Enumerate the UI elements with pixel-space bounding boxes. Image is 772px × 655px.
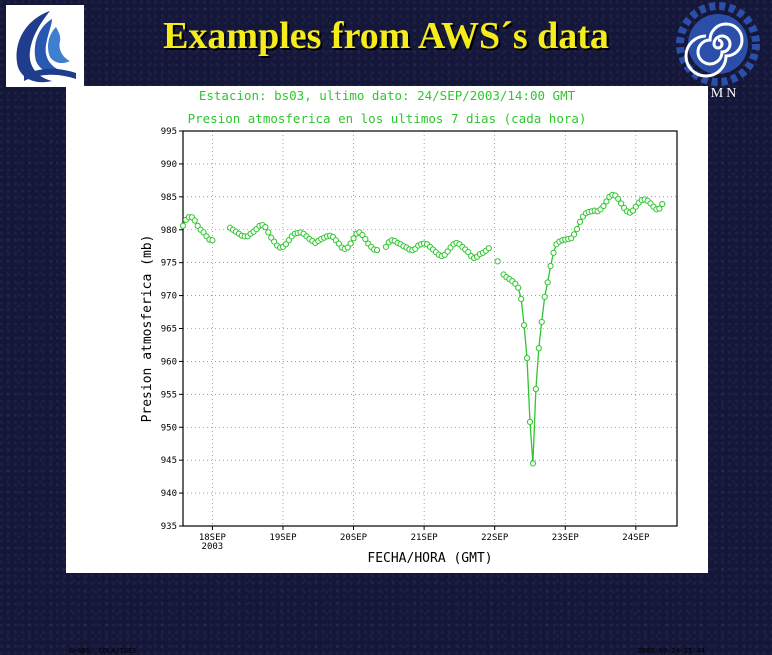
smn-spiral-logo: SMN: [670, 2, 766, 102]
data-point: [518, 295, 525, 302]
x-tick-label: 22SEP: [481, 533, 509, 543]
x-tick-label: 18SEP: [199, 533, 227, 543]
data-point: [282, 241, 290, 248]
y-axis-label: Presion atmosferica (mb): [140, 235, 155, 423]
data-point: [209, 237, 216, 244]
data-point: [547, 262, 554, 270]
data-point: [494, 258, 501, 265]
render-timestamp: 2003-09-24-15:44: [637, 647, 705, 655]
chart-header-station: Estacion: bs03, ultimo dato: 24/SEP/2003…: [198, 88, 576, 103]
y-tick-label: 990: [161, 160, 177, 170]
data-point: [541, 293, 548, 300]
data-point: [444, 248, 451, 255]
data-point: [191, 217, 198, 224]
data-point: [271, 238, 278, 245]
data-point: [523, 355, 531, 362]
smn-logo-text: SMN: [700, 86, 740, 101]
x-tick-label: 23SEP: [552, 533, 580, 543]
y-tick-label: 970: [161, 292, 177, 302]
y-tick-label: 965: [161, 325, 177, 335]
data-point: [200, 229, 207, 236]
y-tick-label: 955: [161, 390, 177, 400]
data-point: [576, 218, 584, 225]
grads-credit: GrADS: COLA/IGES: [69, 647, 137, 655]
data-point: [570, 231, 578, 238]
y-tick-label: 945: [161, 456, 177, 466]
y-tick-label: 935: [161, 522, 177, 532]
y-tick-label: 985: [161, 193, 177, 203]
plot-frame: [182, 130, 678, 527]
x-tick-label: 21SEP: [411, 533, 439, 543]
data-point: [512, 280, 519, 287]
data-point: [335, 240, 342, 247]
pressure-chart: 935 940 945 950 955 960 965 970 975 980 985 990 995 1…: [140, 127, 678, 566]
data-point: [285, 237, 292, 244]
data-point: [632, 203, 639, 210]
data-point: [535, 345, 542, 352]
data-point: [600, 202, 607, 210]
data-point: [179, 222, 187, 229]
y-tick-label: 950: [161, 423, 177, 433]
data-point: [529, 460, 537, 467]
data-point: [373, 247, 381, 254]
data-point: [544, 279, 551, 286]
chart-panel: Estacion: bs03, ultimo dato: 24/SEP/2003…: [66, 86, 708, 655]
data-point: [573, 225, 581, 233]
data-point: [526, 418, 534, 426]
x-tick-label: 19SEP: [269, 533, 297, 543]
data-point: [359, 231, 366, 239]
data-point: [659, 200, 666, 208]
data-point: [262, 224, 269, 231]
data-point: [515, 284, 522, 291]
data-point: [485, 245, 492, 252]
hydrology-agency-logo: [6, 5, 84, 87]
slide-title: Examples from AWS´s data: [163, 15, 609, 57]
y-tick-label: 960: [161, 357, 177, 367]
data-point: [550, 249, 557, 256]
data-point: [362, 235, 369, 243]
y-tick-label: 995: [161, 127, 177, 137]
data-point: [656, 205, 663, 212]
data-point: [268, 234, 275, 241]
x-tick-label: 24SEP: [622, 533, 650, 543]
data-point: [350, 235, 357, 242]
data-point: [629, 207, 636, 214]
y-tick-label: 980: [161, 226, 177, 236]
x-axis-label: FECHA/HORA (GMT): [367, 551, 492, 566]
data-point: [465, 249, 472, 256]
data-point: [568, 235, 575, 242]
data-point: [265, 229, 272, 236]
data-point: [382, 243, 389, 250]
data-point: [347, 240, 354, 247]
data-point: [618, 200, 625, 207]
data-point: [194, 222, 201, 229]
data-point: [603, 198, 610, 205]
data-point: [344, 244, 351, 251]
y-tick-label: 975: [161, 259, 177, 269]
data-point: [532, 385, 539, 393]
x-tick-label: 20SEP: [340, 533, 368, 543]
chart-title: Presion atmosferica en los ultimos 7 dia…: [187, 111, 587, 126]
data-point: [615, 195, 622, 202]
data-point: [520, 322, 528, 329]
y-tick-label: 940: [161, 489, 177, 499]
data-point: [538, 318, 545, 326]
x-tick-year-label: 2003: [202, 542, 224, 552]
